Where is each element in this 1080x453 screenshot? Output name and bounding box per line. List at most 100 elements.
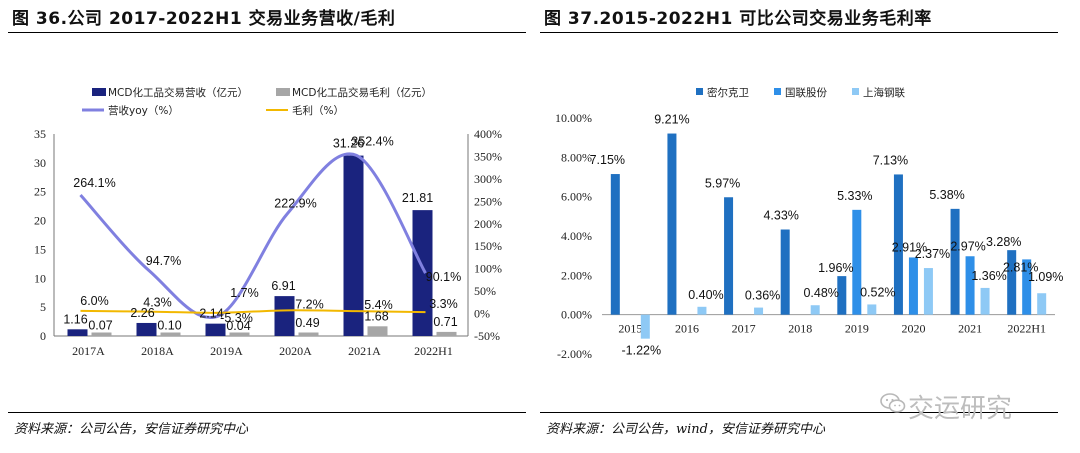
source-note: 资料来源：公司公告，wind，安信证券研究中心 [546, 422, 825, 437]
chart-title: 图 36.公司 2017-2022H1 交易业务营收/毛利 [12, 9, 396, 29]
legend-label: 上海钢联 [863, 86, 905, 99]
legend-swatch [92, 88, 106, 96]
gross-profit-bar [91, 332, 112, 336]
data-label: 5.38% [929, 188, 964, 202]
x-tick-label: 2018A [141, 344, 174, 358]
legend-label: 营收yoy（%） [108, 104, 179, 117]
x-tick-label: 2020 [901, 322, 925, 336]
data-label: 0.36% [745, 289, 780, 303]
y-tick-label-left: 0 [40, 329, 46, 343]
legend-label: 密尔克卫 [707, 86, 749, 99]
legend-label: MCD化工品交易营收（亿元） [108, 86, 248, 99]
bar-2 [980, 287, 990, 315]
gross-profit-bar [160, 332, 181, 336]
data-label: 1.09% [1028, 270, 1063, 284]
bar-2 [754, 307, 764, 315]
gross-margin-line [80, 309, 426, 314]
data-label: 2.97% [950, 239, 985, 253]
legend-swatch [852, 88, 859, 95]
legend-swatch [696, 88, 703, 95]
x-tick-label: 2021A [348, 344, 381, 358]
bar-2 [923, 268, 933, 315]
gross-profit-bar [367, 326, 388, 336]
revenue-margin-chart-panel: 图 36.公司 2017-2022H1 交易业务营收/毛利 0 5 10 15 20 25… [8, 0, 533, 453]
legend-label: MCD化工品交易毛利（亿元） [292, 86, 432, 99]
source-note: 资料来源：公司公告，安信证券研究中心 [14, 422, 249, 437]
x-tick-label: 2022H1 [414, 344, 453, 358]
y-tick-label-right: 0% [474, 307, 490, 321]
x-tick-label: 2021 [958, 322, 982, 336]
gross-profit-data-label: 0.71 [433, 315, 457, 329]
bar-0 [1007, 250, 1017, 315]
data-label: 1.96% [818, 261, 853, 275]
y-tick-label: 2.00% [561, 268, 592, 282]
data-label: 9.21% [654, 113, 689, 127]
bar-1 [852, 209, 862, 315]
title-rule [8, 32, 526, 33]
revenue-bar [343, 155, 364, 336]
bar-2 [697, 306, 707, 315]
bar-0 [780, 229, 790, 315]
revenue-yoy-data-label: 222.9% [274, 196, 316, 210]
x-tick-label: 2017A [72, 344, 105, 358]
x-tick-label: 2020A [279, 344, 312, 358]
y-tick-label-right: -50% [474, 329, 500, 343]
revenue-bar [274, 296, 295, 336]
source-rule [540, 412, 1058, 413]
gross-profit-data-label: 0.04 [226, 319, 250, 333]
data-label: 0.52% [860, 285, 895, 299]
bar-1 [965, 256, 975, 315]
data-label: 5.33% [837, 189, 872, 203]
y-tick-label-right: 350% [474, 149, 502, 163]
data-label: 2.37% [915, 247, 950, 261]
gross-margin-data-label: 1.7% [230, 286, 259, 300]
data-label: 7.13% [873, 153, 908, 167]
revenue-yoy-data-label: 352.4% [351, 134, 393, 148]
gross-margin-chart-panel: 图 37.2015-2022H1 可比公司交易业务毛利率 -2.00% 0.00%… [540, 0, 1065, 453]
wechat-icon [880, 393, 906, 413]
gross-margin-data-label: 3.3% [429, 297, 458, 311]
revenue-data-label: 6.91 [271, 279, 295, 293]
bar-2 [1037, 293, 1047, 315]
revenue-bar [136, 322, 157, 336]
bar-1 [1022, 259, 1032, 315]
legend-label: 国联股份 [785, 87, 827, 99]
legend-swatch [276, 88, 290, 96]
data-label: 4.33% [763, 209, 798, 223]
revenue-yoy-line [79, 152, 427, 320]
gross-profit-bar [436, 331, 457, 336]
source-rule [8, 412, 526, 413]
x-tick-label: 2018 [788, 322, 812, 336]
data-label: 2.91% [892, 240, 927, 254]
data-label: 7.15% [590, 153, 625, 167]
y-tick-label: 8.00% [561, 150, 592, 164]
gross-profit-bar [298, 332, 319, 336]
y-tick-label-right: 150% [474, 239, 502, 253]
y-tick-label-right: 200% [474, 217, 502, 231]
legend-swatch [774, 88, 781, 95]
gross-profit-data-label: 0.49 [295, 316, 319, 330]
title-rule [540, 32, 1058, 33]
gross-margin-data-label: 7.2% [295, 297, 324, 311]
y-tick-label: 10.00% [555, 111, 592, 125]
gross-margin-data-label: 4.3% [143, 296, 172, 310]
gross-profit-data-label: 1.68 [364, 309, 388, 323]
revenue-bar [412, 210, 433, 336]
bar-0 [724, 197, 734, 315]
y-tick-label-right: 50% [474, 284, 496, 298]
chart-title: 图 37.2015-2022H1 可比公司交易业务毛利率 [544, 9, 932, 29]
y-tick-label-right: 400% [474, 127, 502, 141]
gross-margin-data-label: 5.4% [364, 298, 393, 312]
y-tick-label-right: 100% [474, 262, 502, 276]
bar-0 [667, 133, 677, 315]
gross-margin-chart: -2.00% 0.00% 2.00% 4.00% 6.00% 8.00% 10.00% 201… [555, 86, 1063, 361]
y-tick-label-right: 250% [474, 194, 502, 208]
bar-2 [867, 304, 877, 315]
y-tick-label-left: 35 [34, 127, 46, 141]
revenue-yoy-data-label: 94.7% [146, 254, 181, 268]
y-tick-label: 4.00% [561, 229, 592, 243]
gross-profit-data-label: 0.10 [157, 318, 181, 332]
y-tick-label-left: 5 [40, 300, 46, 314]
data-label: 2.81% [1003, 260, 1038, 274]
y-tick-label-left: 25 [34, 185, 46, 199]
